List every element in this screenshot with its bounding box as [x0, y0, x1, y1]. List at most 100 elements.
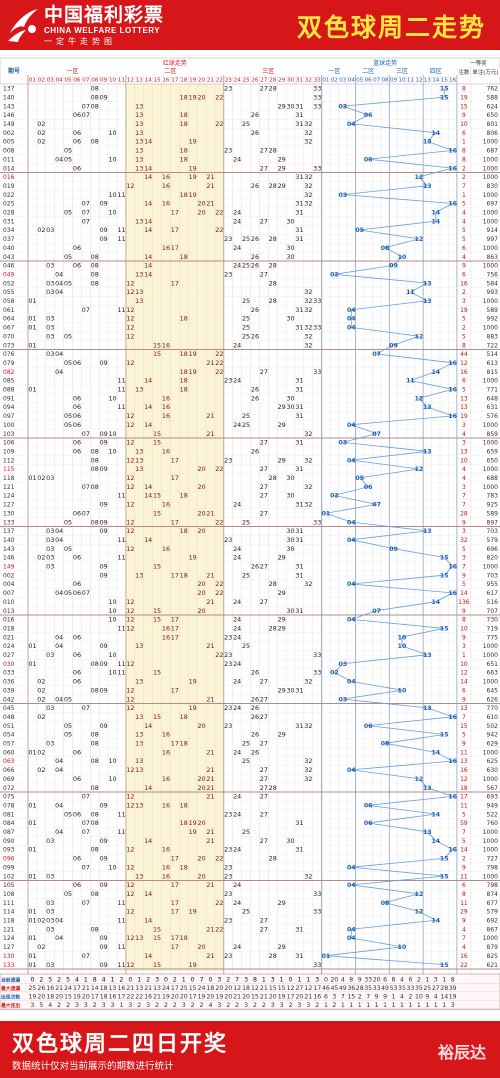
red-ball-number: 06: [73, 855, 81, 863]
red-ball-number: 05: [64, 810, 72, 818]
red-stat-value: 24: [198, 985, 206, 992]
blue-ball-number: 14: [431, 918, 440, 925]
first-prize-winners: 3: [462, 440, 466, 447]
red-ball-number: 19: [189, 704, 197, 712]
red-ball-number: 24: [233, 501, 241, 509]
blue-stat-value: 6: [408, 977, 412, 984]
first-prize-winners: 8: [462, 617, 466, 624]
red-ball-number: 08: [91, 810, 99, 818]
red-number-header: 12: [127, 78, 134, 84]
red-ball-number: 01: [28, 642, 36, 650]
red-ball-number: 11: [117, 624, 125, 632]
red-ball-number: 23: [224, 456, 232, 464]
blue-stat-value: 25: [423, 985, 431, 992]
issue-number: 090: [3, 838, 15, 845]
red-ball-number: 25: [242, 757, 250, 765]
red-ball-number: 12: [126, 306, 134, 314]
red-ball-number: 19: [189, 93, 197, 101]
red-ball-number: 29: [278, 102, 286, 110]
red-ball-number: 05: [64, 412, 72, 420]
first-prize-amount: 798: [487, 882, 499, 889]
red-ball-number: 03: [46, 899, 54, 907]
red-stat-value: 20: [296, 993, 304, 1000]
red-ball-number: 17: [171, 908, 179, 916]
red-ball-number: 03: [46, 925, 54, 933]
blue-ball-number: 14: [431, 599, 440, 606]
red-stat-value: 21: [304, 993, 312, 1000]
red-ball-number: 26: [251, 563, 259, 571]
blue-stat-value: 3: [332, 993, 336, 1000]
first-prize-amount: 589: [487, 510, 499, 517]
red-ball-number: 17: [171, 934, 179, 942]
red-ball-number: 02: [37, 120, 45, 128]
red-ball-number: 15: [153, 669, 161, 677]
red-ball-number: 11: [117, 191, 125, 199]
red-ball-number: 04: [55, 917, 63, 925]
red-ball-number: 28: [269, 855, 277, 863]
first-prize-winners: 32: [460, 537, 468, 544]
red-ball-number: 24: [233, 554, 241, 562]
first-prize-winners: 13: [460, 395, 468, 402]
blue-stat-value: 7: [341, 993, 345, 1000]
red-ball-number: 30: [286, 315, 294, 323]
red-stat-value: 8: [253, 977, 257, 984]
red-number-header: 13: [136, 78, 144, 84]
red-ball-number: 23: [224, 952, 232, 960]
red-stat-value: 12: [287, 985, 295, 992]
red-stat-value: 3: [84, 1002, 88, 1009]
first-prize-amount: 576: [487, 413, 499, 420]
red-number-header: 09: [100, 78, 108, 84]
red-ball-number: 09: [100, 686, 108, 694]
red-stat-value: 19: [162, 993, 170, 1000]
red-ball-number: 09: [100, 722, 108, 730]
issue-number: 093: [3, 847, 15, 854]
issue-number: 008: [3, 148, 15, 155]
red-ball-number: 23: [224, 890, 232, 898]
red-ball-number: 30: [286, 394, 294, 402]
red-ball-number: 16: [162, 394, 170, 402]
red-ball-number: 17: [171, 943, 179, 951]
red-stat-value: 20: [171, 993, 179, 1000]
red-ball-number: 31: [295, 403, 303, 411]
first-prize-amount: 514: [487, 351, 499, 358]
issue-number: 146: [3, 555, 15, 562]
blue-number-header: 16: [449, 78, 457, 84]
red-ball-number: 21: [206, 775, 214, 783]
first-prize-winners: 13: [460, 404, 468, 411]
red-stat-value: 7: [235, 977, 239, 984]
red-ball-number: 23: [224, 863, 232, 871]
red-ball-number: 31: [295, 173, 303, 181]
red-ball-number: 17: [171, 899, 179, 907]
stats-label: 出现次数: [1, 993, 20, 1000]
red-ball-number: 22: [215, 651, 223, 659]
blue-ball-number: 13: [423, 829, 432, 836]
red-stat-value: 1: [280, 977, 284, 984]
blue-ball-number: 03: [339, 661, 348, 668]
red-ball-number: 03: [46, 961, 54, 969]
red-ball-number: 29: [278, 456, 286, 464]
red-ball-number: 11: [117, 226, 125, 234]
red-ball-number: 15: [153, 616, 161, 624]
red-ball-number: 31: [295, 386, 303, 394]
red-stat-value: 1: [297, 977, 301, 984]
red-ball-number: 03: [46, 545, 54, 553]
red-ball-number: 24: [233, 209, 241, 217]
red-stat-value: 3: [244, 977, 248, 984]
first-prize-amount: 663: [487, 670, 499, 677]
blue-stat-value: 36: [347, 985, 355, 992]
red-stat-value: 4: [102, 977, 106, 984]
red-ball-number: 18: [180, 801, 188, 809]
blue-ball-number: 12: [415, 236, 424, 243]
red-ball-number: 08: [91, 102, 99, 110]
issue-number: 046: [3, 263, 15, 270]
red-ball-number: 21: [206, 571, 214, 579]
red-ball-number: 31: [295, 120, 303, 128]
first-prize-winners: 15: [460, 723, 468, 730]
issue-number: 087: [3, 829, 15, 836]
blue-number-header: 11: [407, 78, 415, 84]
red-stat-value: 27: [296, 985, 304, 992]
red-stat-value: 19: [215, 993, 223, 1000]
red-ball-number: 24: [233, 341, 241, 349]
red-ball-number: 16: [162, 341, 170, 349]
red-number-header: 02: [38, 78, 45, 84]
